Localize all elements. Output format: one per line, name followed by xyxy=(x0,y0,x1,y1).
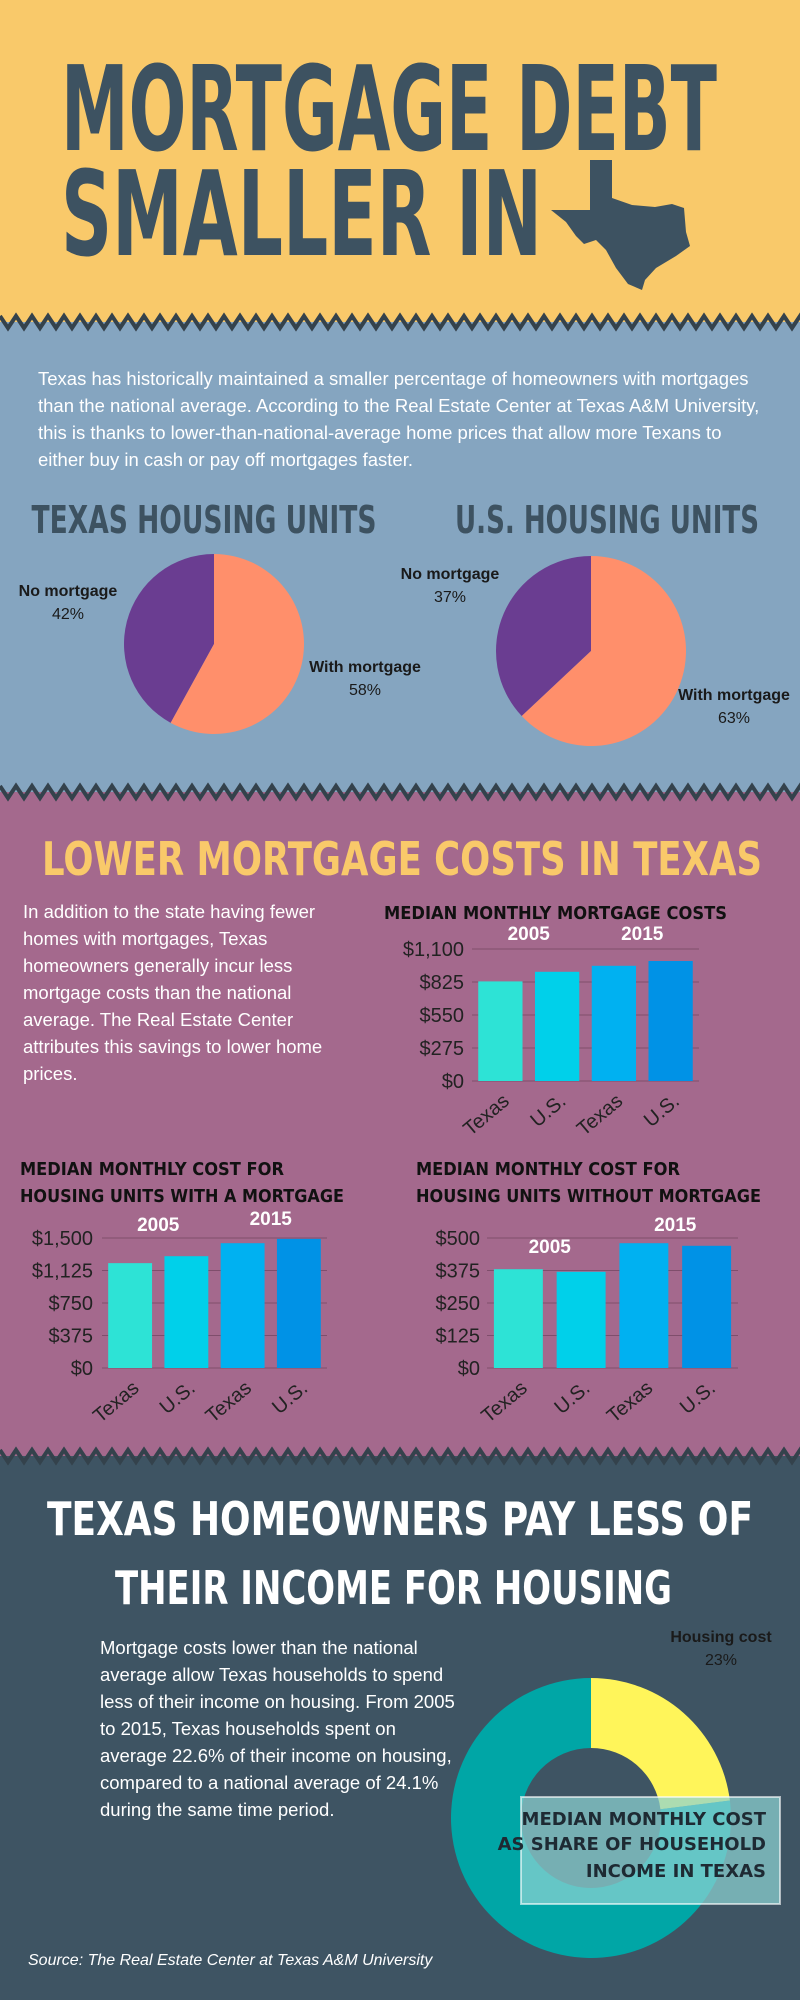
bar xyxy=(220,1243,265,1368)
y-tick-label: $1,500 xyxy=(32,1228,93,1250)
y-tick-label: $0 xyxy=(442,1071,464,1093)
y-tick-label: $250 xyxy=(436,1293,481,1315)
source-note: Source: The Real Estate Center at Texas … xyxy=(28,1952,433,1969)
y-tick-label: $500 xyxy=(436,1228,481,1250)
bar xyxy=(619,1243,669,1368)
slice-label: No mortgage xyxy=(19,583,118,600)
intro-text: Texas has historically maintained a smal… xyxy=(38,368,760,470)
header-bg xyxy=(0,0,800,322)
y-tick-label: $750 xyxy=(49,1293,94,1315)
group-label: 2005 xyxy=(508,924,551,945)
bar xyxy=(682,1245,732,1368)
y-tick-label: $375 xyxy=(49,1326,94,1348)
chart-title: TEXAS HOUSING UNITS xyxy=(32,498,377,542)
chart-title: MEDIAN MONTHLY COST FOR xyxy=(416,1159,680,1180)
bar xyxy=(493,1269,543,1368)
housing-section-bg xyxy=(0,322,800,792)
y-tick-label: $550 xyxy=(420,1005,465,1027)
group-label: 2015 xyxy=(621,924,664,945)
bar xyxy=(556,1271,606,1368)
section-title: THEIR INCOME FOR HOUSING xyxy=(115,1561,672,1615)
slice-value-label: 58% xyxy=(349,682,381,699)
zigzag xyxy=(0,312,800,332)
group-label: 2005 xyxy=(137,1215,180,1236)
zigzag xyxy=(0,1446,800,1466)
header-title: SMALLER IN xyxy=(61,145,542,283)
zigzag xyxy=(0,782,800,802)
pie-slice xyxy=(496,556,591,717)
zigzag-borders xyxy=(0,312,800,1466)
slice-label: With mortgage xyxy=(309,659,421,676)
slice-label: No mortgage xyxy=(401,566,500,583)
section-title: LOWER MORTGAGE COSTS IN TEXAS xyxy=(42,832,762,886)
y-tick-label: $275 xyxy=(420,1038,465,1060)
bar xyxy=(648,961,693,1081)
bar xyxy=(478,981,523,1081)
y-tick-label: $375 xyxy=(436,1261,481,1283)
slice-label: Housing cost xyxy=(670,1629,772,1646)
slice-value-label: 37% xyxy=(434,589,466,606)
costs-text: In addition to the state having fewer ho… xyxy=(23,901,323,1084)
section-title: TEXAS HOMEOWNERS PAY LESS OF xyxy=(47,1492,753,1546)
title-box xyxy=(520,1796,781,1905)
slice-value-label: 42% xyxy=(52,606,84,623)
y-tick-label: $125 xyxy=(436,1326,481,1348)
chart-title: MEDIAN MONTHLY COST FOR xyxy=(20,1159,284,1180)
chart-title: MEDIAN MONTHLY COST xyxy=(522,1809,767,1830)
chart-title: U.S. HOUSING UNITS xyxy=(455,498,759,542)
slice-value-label: 23% xyxy=(705,1652,737,1669)
pie-slice xyxy=(170,554,304,734)
y-tick-label: $825 xyxy=(420,972,465,994)
y-tick-label: $0 xyxy=(458,1358,480,1380)
pie-slice xyxy=(124,554,214,723)
bar xyxy=(276,1238,321,1368)
header-title: MORTGAGE DEBT xyxy=(61,40,717,178)
chart-title: MEDIAN MONTHLY MORTGAGE COSTS xyxy=(384,903,727,924)
group-label: 2015 xyxy=(654,1215,697,1236)
y-tick-label: $1,125 xyxy=(32,1261,93,1283)
slice-label: With mortgage xyxy=(678,687,790,704)
bar xyxy=(591,965,637,1081)
texas-icon xyxy=(551,160,690,290)
group-label: 2015 xyxy=(250,1209,293,1230)
bar xyxy=(164,1256,209,1368)
y-tick-label: $0 xyxy=(71,1358,93,1380)
chart-title: HOUSING UNITS WITH A MORTGAGE xyxy=(20,1186,344,1207)
group-label: 2005 xyxy=(529,1237,572,1258)
bar xyxy=(534,971,580,1081)
pie-slice xyxy=(521,556,687,746)
chart-title: HOUSING UNITS WITHOUT MORTGAGE xyxy=(416,1186,761,1207)
income-text: Mortgage costs lower than the national a… xyxy=(100,1637,455,1820)
chart-title: INCOME IN TEXAS xyxy=(586,1861,766,1882)
chart-title: AS SHARE OF HOUSEHOLD xyxy=(498,1834,766,1855)
slice-value-label: 63% xyxy=(718,710,750,727)
donut-slice xyxy=(591,1678,730,1810)
y-tick-label: $1,100 xyxy=(403,939,464,961)
bar xyxy=(108,1263,153,1368)
